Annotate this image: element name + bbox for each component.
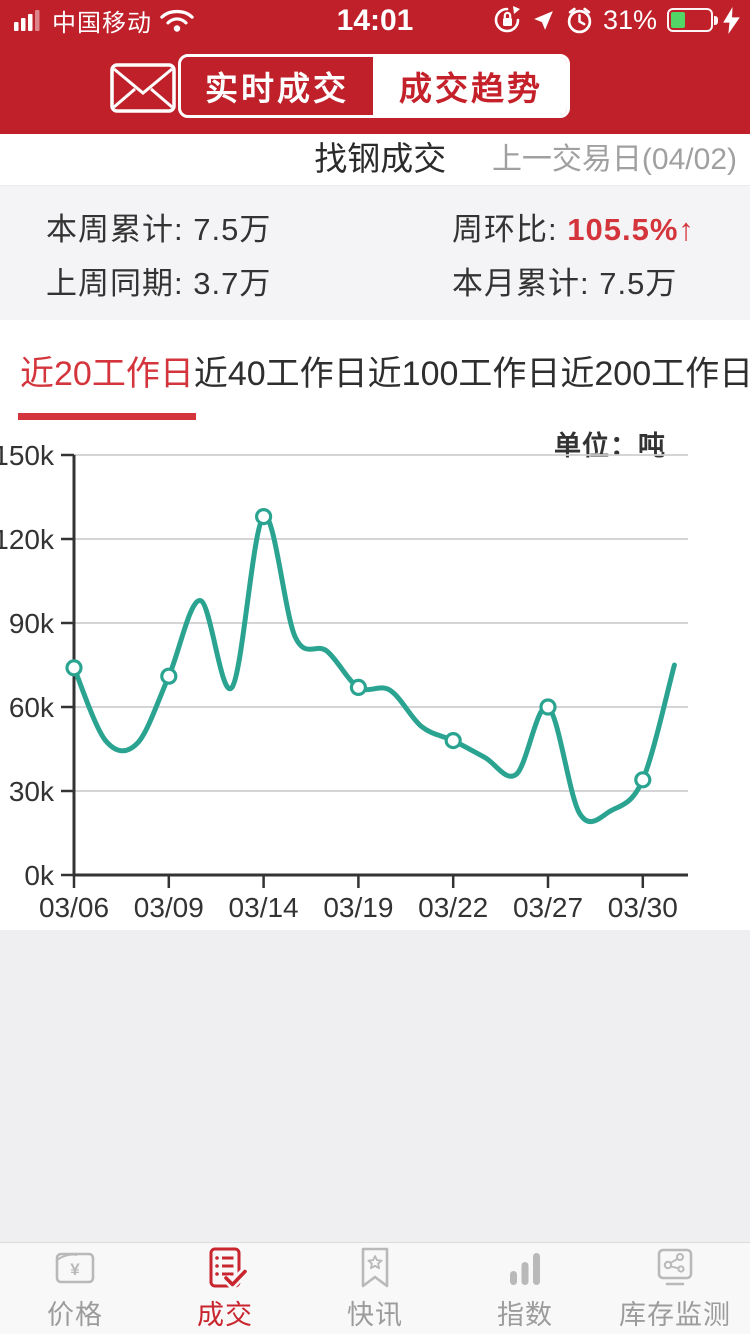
period-tab-label: 近100工作日 bbox=[367, 354, 561, 393]
bookmark-star-icon bbox=[361, 1247, 389, 1288]
carrier-label: 中国移动 bbox=[52, 9, 152, 37]
stat-label: 本周累计: bbox=[46, 211, 184, 247]
stat-value-highlight: 105.5% bbox=[567, 211, 679, 247]
tabbar-label: 成交 bbox=[197, 1300, 253, 1330]
svg-text:03/09: 03/09 bbox=[134, 892, 204, 923]
stat-label: 本月累计: bbox=[452, 265, 590, 301]
tabbar-item-deals[interactable]: 成交 bbox=[150, 1243, 300, 1334]
period-tab-label: 近40工作日 bbox=[193, 354, 368, 393]
stat-last-week: 上周同期: 3.7万 bbox=[46, 258, 452, 303]
previous-trading-day-label: 上一交易日(04/02) bbox=[491, 143, 737, 176]
stat-value: 3.7万 bbox=[193, 265, 272, 301]
page-title: 找钢成交 bbox=[314, 140, 447, 177]
top-red-block: 中国移动 14:01 bbox=[0, 0, 750, 134]
svg-text:0k: 0k bbox=[24, 860, 55, 891]
content-spacer bbox=[0, 930, 750, 1242]
svg-text:30k: 30k bbox=[9, 776, 55, 807]
period-tab-100-days[interactable]: 近100工作日 bbox=[368, 320, 561, 420]
period-tab-200-days[interactable]: 近200工作日 bbox=[560, 320, 750, 420]
battery-percent-label: 31% bbox=[602, 4, 657, 35]
period-tab-label: 近20工作日 bbox=[20, 354, 194, 393]
trend-up-arrow: ↑ bbox=[678, 211, 695, 247]
svg-text:03/06: 03/06 bbox=[39, 892, 109, 923]
title-bar: 找钢成交 上一交易日(04/02) bbox=[0, 134, 750, 186]
nav-bar: 实时成交 成交趋势 bbox=[0, 40, 750, 134]
tabbar-item-price[interactable]: ¥ 价格 bbox=[0, 1243, 150, 1334]
status-time: 14:01 bbox=[336, 4, 414, 37]
tabbar-item-news[interactable]: 快讯 bbox=[300, 1243, 450, 1334]
tab-realtime-deals[interactable]: 实时成交 bbox=[181, 57, 375, 115]
wallet-yen-icon: ¥ bbox=[55, 1252, 95, 1284]
tabbar-label: 价格 bbox=[47, 1300, 103, 1330]
unit-label: 单位：吨 bbox=[554, 431, 666, 461]
tabbar-label: 指数 bbox=[497, 1300, 553, 1330]
svg-text:¥: ¥ bbox=[70, 1260, 80, 1279]
bottom-tab-bar: ¥ 价格 成交 快讯 bbox=[0, 1242, 750, 1334]
svg-text:60k: 60k bbox=[9, 692, 55, 723]
period-tab-20-days[interactable]: 近20工作日 bbox=[18, 320, 196, 420]
tabbar-label: 快讯 bbox=[347, 1300, 403, 1330]
svg-text:120k: 120k bbox=[0, 524, 55, 555]
stats-panel: 本周累计: 7.5万 周环比: 105.5%↑ 上周同期: 3.7万 本月累计:… bbox=[0, 186, 750, 320]
header-segmented-control: 实时成交 成交趋势 bbox=[178, 54, 570, 118]
svg-text:90k: 90k bbox=[9, 608, 55, 639]
alarm-clock-icon bbox=[567, 7, 592, 33]
stat-label: 上周同期: bbox=[46, 265, 184, 301]
charging-bolt-icon bbox=[723, 6, 740, 34]
svg-text:03/30: 03/30 bbox=[608, 892, 678, 923]
rotation-lock-icon bbox=[494, 6, 520, 33]
period-tab-label: 近200工作日 bbox=[560, 354, 750, 393]
period-tab-40-days[interactable]: 近40工作日 bbox=[194, 320, 368, 420]
stat-week-on-week: 周环比: 105.5%↑ bbox=[452, 204, 750, 249]
svg-text:03/14: 03/14 bbox=[229, 892, 299, 923]
svg-text:03/27: 03/27 bbox=[513, 892, 583, 923]
svg-text:03/22: 03/22 bbox=[418, 892, 488, 923]
status-bar: 中国移动 14:01 bbox=[0, 0, 750, 40]
chart-section: 单位：吨 150k 120k 90k 60k 30k 0k 03/06 03/09 03/14 0… bbox=[0, 420, 750, 930]
stat-value: 7.5万 bbox=[599, 265, 678, 301]
active-tab-underline bbox=[18, 413, 196, 420]
messages-button[interactable] bbox=[110, 63, 176, 113]
inventory-monitor-icon bbox=[657, 1248, 693, 1286]
svg-text:03/19: 03/19 bbox=[323, 892, 393, 923]
period-tabs: 近20工作日 近40工作日 近100工作日 近200工作日 bbox=[0, 320, 750, 420]
location-arrow-icon bbox=[534, 10, 553, 30]
tabbar-label: 库存监测 bbox=[619, 1300, 731, 1330]
battery-icon bbox=[667, 8, 718, 32]
tab-deal-trend[interactable]: 成交趋势 bbox=[375, 57, 567, 115]
bar-chart-icon bbox=[510, 1253, 540, 1285]
deals-document-check-icon bbox=[209, 1247, 248, 1291]
signal-strength-icon bbox=[14, 10, 40, 31]
stat-label: 周环比: bbox=[452, 211, 558, 247]
stat-week-total: 本周累计: 7.5万 bbox=[46, 204, 452, 249]
tabbar-item-index[interactable]: 指数 bbox=[450, 1243, 600, 1334]
tabbar-item-inventory[interactable]: 库存监测 bbox=[600, 1243, 750, 1334]
stat-month-total: 本月累计: 7.5万 bbox=[452, 258, 750, 303]
svg-text:150k: 150k bbox=[0, 440, 55, 471]
stat-value: 7.5万 bbox=[193, 211, 272, 247]
wifi-icon bbox=[160, 9, 194, 32]
envelope-icon bbox=[110, 63, 176, 113]
